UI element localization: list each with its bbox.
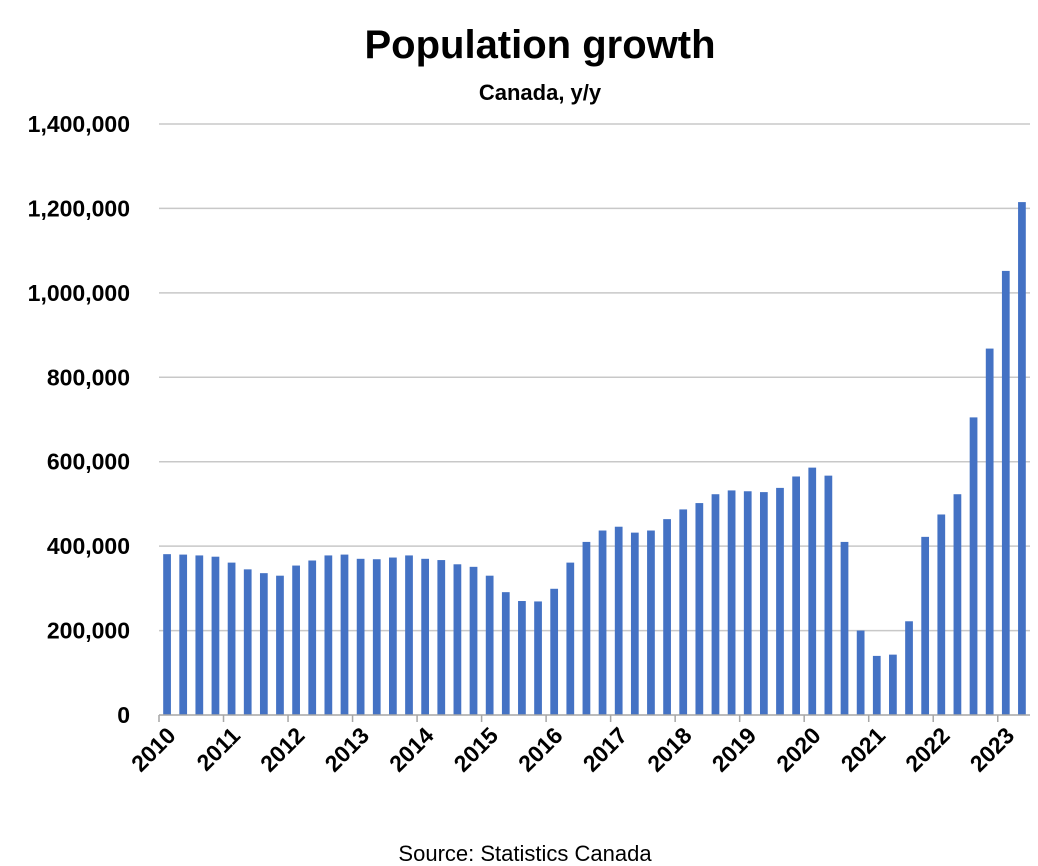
bar xyxy=(856,630,865,715)
x-tick-label: 2020 xyxy=(771,722,826,777)
bar xyxy=(437,560,446,715)
bar xyxy=(405,555,413,715)
x-axis-tick-labels: 2010 2011 2012 2013 2014 2015 2016 2017 2018 2019… xyxy=(126,722,1019,777)
bar xyxy=(840,541,849,715)
x-tick-label: 2015 xyxy=(449,722,504,777)
bar xyxy=(356,558,365,715)
source-note: Source: Statistics Canada xyxy=(398,841,652,866)
bars xyxy=(163,202,1026,716)
bar xyxy=(776,487,784,715)
bar xyxy=(647,530,655,715)
bar xyxy=(308,560,317,715)
y-axis-tick-labels: 0 200,000 400,000 600,000 800,000 1,000,000 1,… xyxy=(28,111,130,728)
bar xyxy=(614,526,623,715)
bar xyxy=(953,494,962,715)
chart-title: Population growth xyxy=(364,23,715,67)
bar xyxy=(453,564,462,715)
bar xyxy=(163,554,171,715)
bar xyxy=(501,592,510,715)
bar xyxy=(695,503,704,715)
bar xyxy=(550,588,559,715)
bar xyxy=(340,554,349,715)
bar xyxy=(324,555,333,715)
bar xyxy=(921,536,930,715)
bar xyxy=(372,559,381,715)
bar xyxy=(1001,270,1010,715)
x-tick-label: 2012 xyxy=(255,722,310,777)
bar xyxy=(534,601,542,715)
bar xyxy=(227,562,236,715)
x-axis xyxy=(158,714,1030,722)
bar xyxy=(179,554,188,715)
x-tick-label: 2011 xyxy=(191,722,245,776)
bar xyxy=(872,655,881,715)
bar xyxy=(582,541,591,715)
bar xyxy=(276,575,284,715)
y-tick-label: 600,000 xyxy=(47,449,130,475)
bar xyxy=(824,475,833,715)
bar xyxy=(808,467,817,715)
bar xyxy=(259,573,268,715)
bar xyxy=(389,557,397,715)
bar xyxy=(630,532,639,715)
bar xyxy=(759,492,768,715)
bar xyxy=(969,417,978,715)
y-tick-label: 800,000 xyxy=(47,364,130,390)
bar xyxy=(566,562,575,715)
x-tick-label: 2021 xyxy=(836,722,891,777)
bar xyxy=(292,565,300,715)
bar xyxy=(985,348,994,715)
bar xyxy=(211,556,220,715)
x-tick-label: 2014 xyxy=(384,722,439,777)
bar xyxy=(711,494,720,715)
bar xyxy=(469,566,478,715)
x-tick-label: 2018 xyxy=(642,722,697,777)
bar xyxy=(598,530,607,715)
bar xyxy=(518,601,526,715)
bar xyxy=(743,491,752,715)
bar xyxy=(195,555,204,715)
bar xyxy=(792,476,800,715)
x-tick-label: 2017 xyxy=(578,722,633,777)
x-tick-label: 2016 xyxy=(513,722,568,777)
bar xyxy=(679,509,688,715)
bar xyxy=(889,654,897,715)
y-tick-label: 1,000,000 xyxy=(28,280,130,306)
y-tick-label: 400,000 xyxy=(47,533,130,559)
bar xyxy=(1018,202,1026,716)
y-tick-label: 1,400,000 xyxy=(28,111,130,137)
bar xyxy=(663,519,671,715)
x-tick-label: 2022 xyxy=(900,722,955,777)
bar xyxy=(421,558,430,715)
x-tick-label: 2023 xyxy=(965,722,1020,777)
y-tick-label: 1,200,000 xyxy=(28,195,130,221)
bar xyxy=(243,569,252,715)
y-tick-label: 200,000 xyxy=(47,618,130,644)
bar xyxy=(727,490,736,715)
bar xyxy=(485,575,494,715)
bar xyxy=(937,514,946,715)
x-tick-label: 2019 xyxy=(707,722,762,777)
x-tick-label: 2010 xyxy=(126,722,181,777)
y-tick-label: 0 xyxy=(117,702,130,728)
gridlines xyxy=(159,123,1030,632)
bar xyxy=(905,621,913,715)
chart-subtitle: Canada, y/y xyxy=(479,80,602,105)
x-tick-label: 2013 xyxy=(320,722,375,777)
